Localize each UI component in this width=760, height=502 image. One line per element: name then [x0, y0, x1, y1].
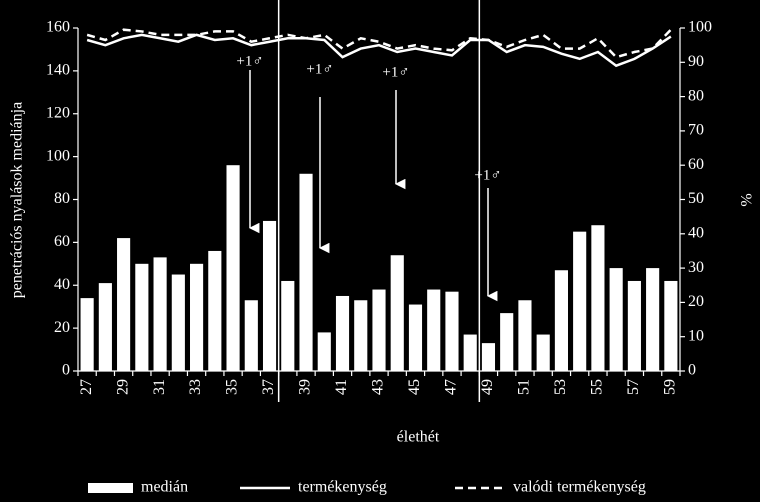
y2-tick-label: 30 — [688, 259, 704, 276]
annotation: +1♂ — [474, 167, 501, 183]
bar — [244, 300, 258, 371]
bar — [135, 263, 149, 371]
y-tick-label: 80 — [54, 190, 70, 207]
x-tick-label: 57 — [625, 379, 642, 395]
bar — [190, 263, 204, 371]
x-tick-label: 29 — [114, 379, 131, 395]
bar — [463, 334, 477, 371]
y2-axis-label: % — [739, 193, 756, 206]
bar — [646, 268, 660, 371]
y2-tick-label: 0 — [688, 362, 696, 379]
bar — [536, 334, 550, 371]
y-axis-label: penetrációs nyalások mediánja — [9, 102, 26, 298]
y2-tick-label: 40 — [688, 224, 704, 241]
y-tick-label: 140 — [46, 62, 70, 79]
x-tick-label: 41 — [333, 379, 350, 395]
bar — [445, 291, 459, 371]
bar — [500, 313, 514, 371]
bar — [317, 332, 331, 371]
bar — [299, 173, 313, 371]
annotation: +1♂ — [306, 61, 333, 77]
x-tick-label: 51 — [516, 379, 533, 395]
y2-tick-label: 10 — [688, 327, 704, 344]
y-tick-label: 0 — [62, 362, 70, 379]
bar — [518, 300, 532, 371]
y-tick-label: 160 — [46, 19, 70, 36]
bar — [554, 270, 568, 371]
x-axis-label: élethét — [397, 429, 440, 446]
y2-tick-label: 60 — [688, 156, 704, 173]
legend-label: termékenység — [298, 479, 387, 496]
bar — [226, 165, 240, 371]
y-tick-label: 100 — [46, 147, 70, 164]
bar — [664, 280, 678, 371]
bar — [573, 231, 587, 371]
legend-label: medián — [141, 479, 188, 496]
y2-tick-label: 20 — [688, 293, 704, 310]
y2-tick-label: 80 — [688, 87, 704, 104]
x-tick-label: 47 — [443, 379, 460, 395]
bar — [390, 255, 404, 371]
bar — [262, 220, 277, 371]
x-tick-label: 31 — [151, 379, 168, 395]
bar — [98, 283, 112, 371]
bar — [591, 225, 605, 371]
bar — [427, 289, 441, 371]
bar — [354, 300, 368, 371]
bar — [372, 289, 386, 371]
x-tick-label: 39 — [297, 379, 314, 395]
annotation: +1♂ — [236, 53, 263, 69]
bar — [408, 304, 423, 371]
y-tick-label: 40 — [54, 276, 70, 293]
legend-swatch — [88, 483, 133, 493]
bar — [80, 298, 94, 371]
x-tick-label: 35 — [224, 379, 241, 395]
bar — [117, 238, 131, 371]
bar — [281, 280, 295, 371]
x-tick-label: 53 — [552, 379, 569, 395]
bar — [627, 280, 641, 371]
x-tick-label: 49 — [479, 379, 496, 395]
y-tick-label: 20 — [54, 319, 70, 336]
y-tick-label: 60 — [54, 233, 70, 250]
bar — [153, 257, 167, 371]
annotation: +1♂ — [382, 64, 409, 80]
x-tick-label: 33 — [187, 379, 204, 395]
line — [86, 33, 672, 68]
x-tick-label: 27 — [78, 379, 95, 395]
legend-label: valódi termékenység — [513, 479, 646, 496]
y2-tick-label: 90 — [688, 53, 704, 70]
x-tick-label: 45 — [406, 379, 423, 395]
y2-tick-label: 100 — [688, 19, 712, 36]
x-tick-label: 43 — [370, 379, 387, 395]
bar — [171, 274, 185, 371]
y2-tick-label: 50 — [688, 190, 704, 207]
bar — [609, 268, 623, 371]
y2-tick-label: 70 — [688, 122, 704, 139]
x-tick-label: 59 — [662, 379, 679, 395]
bar — [208, 250, 222, 371]
x-tick-label: 37 — [260, 379, 277, 395]
y-tick-label: 120 — [46, 104, 70, 121]
x-tick-label: 55 — [589, 379, 606, 395]
bar — [481, 343, 496, 371]
line — [86, 28, 672, 59]
bar — [335, 295, 350, 371]
